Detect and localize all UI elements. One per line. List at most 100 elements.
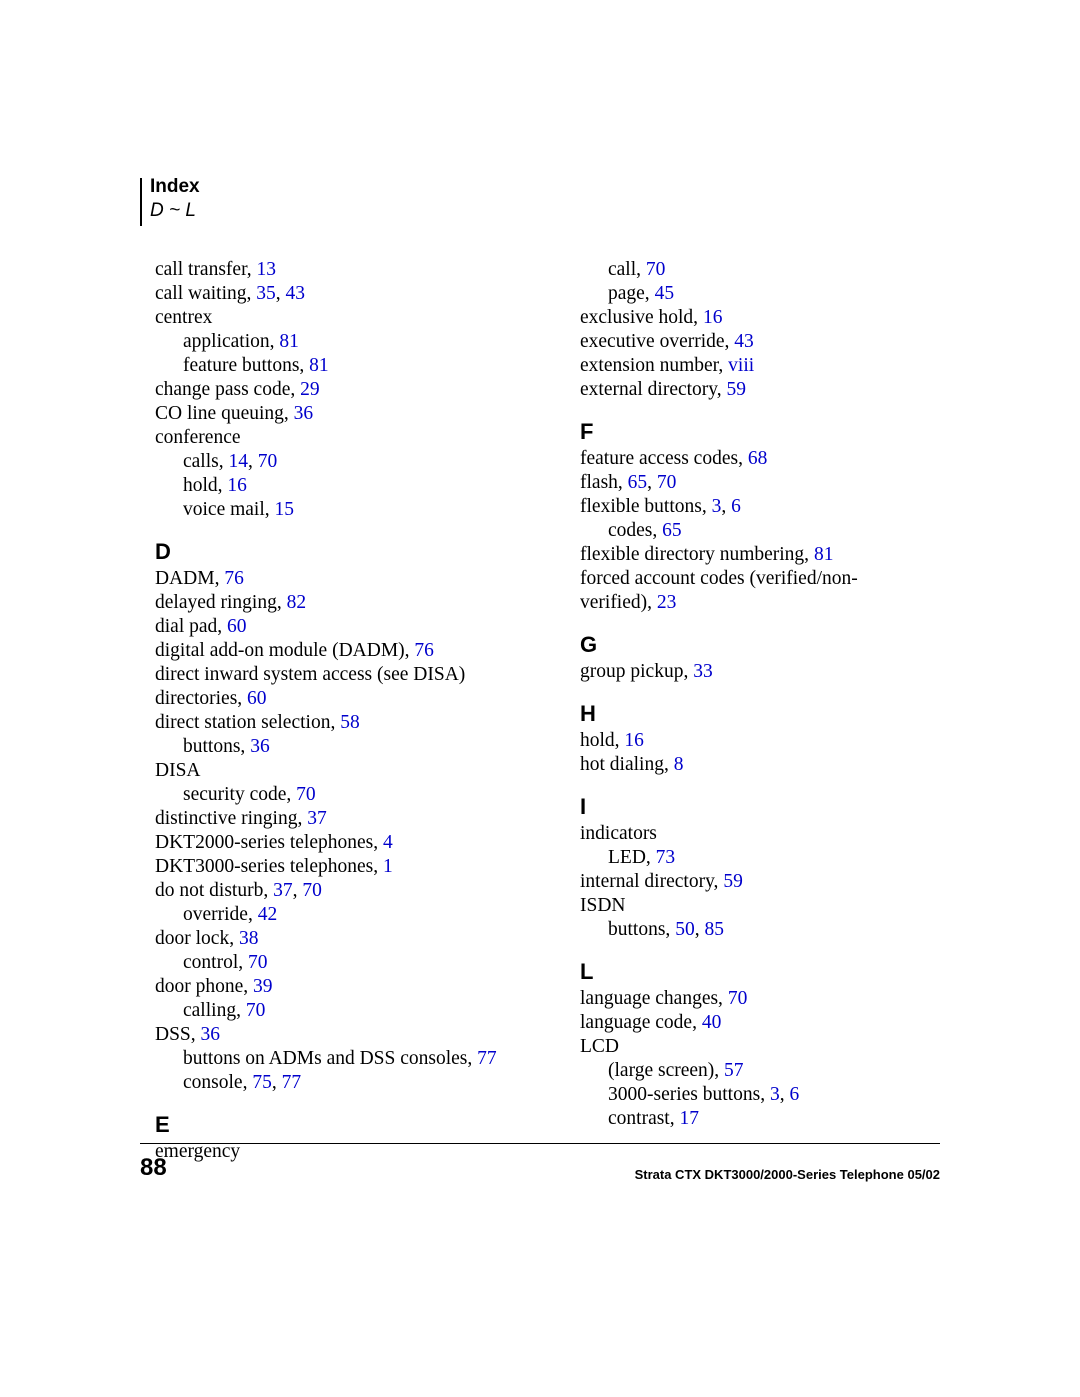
page-ref-link[interactable]: 65 — [628, 472, 648, 493]
page-ref-link[interactable]: 70 — [657, 472, 677, 493]
page-ref-link[interactable]: 6 — [731, 496, 741, 517]
page-ref-link[interactable]: 70 — [728, 988, 748, 1009]
index-text: group pickup, — [580, 661, 693, 682]
page-ref-link[interactable]: 43 — [734, 331, 754, 352]
page-ref-link[interactable]: 50 — [675, 919, 695, 940]
index-entry: application, 81 — [155, 330, 580, 354]
page-ref-link[interactable]: 39 — [253, 976, 273, 997]
index-text: application, — [183, 331, 279, 352]
page-ref-link[interactable]: 13 — [257, 259, 277, 280]
page-ref-link[interactable]: 75 — [252, 1072, 272, 1093]
page-ref-link[interactable]: 70 — [248, 952, 268, 973]
page-ref-link[interactable]: 15 — [275, 499, 295, 520]
header-vertical-rule — [140, 178, 142, 226]
page-ref-link[interactable]: 16 — [227, 475, 247, 496]
page-ref-link[interactable]: 35 — [256, 283, 276, 304]
page-ref-link[interactable]: 1 — [383, 856, 393, 877]
page-ref-link[interactable]: 43 — [286, 283, 306, 304]
page-ref-link[interactable]: 70 — [258, 451, 278, 472]
page-ref-link[interactable]: 77 — [477, 1048, 497, 1069]
page-ref-link[interactable]: 59 — [723, 871, 743, 892]
page-ref-link[interactable]: 77 — [282, 1072, 302, 1093]
index-entry: conference — [155, 426, 580, 450]
index-title: Index — [150, 176, 200, 199]
page-ref-link[interactable]: 3 — [770, 1084, 780, 1105]
index-text: page, — [608, 283, 655, 304]
page-ref-link[interactable]: 65 — [662, 520, 682, 541]
page-ref-link[interactable]: 59 — [727, 379, 747, 400]
page-ref-link[interactable]: 82 — [287, 592, 307, 613]
index-section-heading: I — [580, 793, 950, 820]
index-text: , — [276, 283, 286, 304]
page-ref-link[interactable]: 70 — [302, 880, 322, 901]
index-entry: buttons, 36 — [155, 735, 580, 759]
page-ref-link[interactable]: 23 — [657, 592, 677, 613]
index-entry: delayed ringing, 82 — [155, 591, 580, 615]
index-entry: DISA — [155, 759, 580, 783]
page-ref-link[interactable]: 76 — [224, 568, 244, 589]
index-entry: 3000-series buttons, 3, 6 — [580, 1083, 950, 1107]
page-ref-link[interactable]: 85 — [704, 919, 724, 940]
page-ref-link[interactable]: 36 — [201, 1024, 221, 1045]
page-ref-link[interactable]: 70 — [646, 259, 666, 280]
page-ref-link[interactable]: 45 — [655, 283, 675, 304]
page-ref-link[interactable]: 58 — [340, 712, 360, 733]
index-entry: (large screen), 57 — [580, 1059, 950, 1083]
index-entry: digital add-on module (DADM), 76 — [155, 639, 580, 663]
page-ref-link[interactable]: 81 — [814, 544, 834, 565]
page-ref-link[interactable]: viii — [728, 355, 754, 376]
index-text: flexible directory numbering, — [580, 544, 814, 565]
page-ref-link[interactable]: 16 — [624, 730, 644, 751]
page-ref-link[interactable]: 68 — [748, 448, 768, 469]
page-ref-link[interactable]: 6 — [789, 1084, 799, 1105]
page-ref-link[interactable]: 36 — [294, 403, 314, 424]
index-text: CO line queuing, — [155, 403, 294, 424]
index-entry: flash, 65, 70 — [580, 471, 950, 495]
index-entry: centrex — [155, 306, 580, 330]
index-entry: verified), 23 — [580, 591, 950, 615]
index-entry: door phone, 39 — [155, 975, 580, 999]
index-section-heading: L — [580, 958, 950, 985]
page-ref-link[interactable]: 37 — [307, 808, 327, 829]
index-columns: call transfer, 13call waiting, 35, 43cen… — [155, 258, 950, 1164]
index-text: internal directory, — [580, 871, 723, 892]
index-entry: internal directory, 59 — [580, 870, 950, 894]
page-ref-link[interactable]: 16 — [703, 307, 723, 328]
page-ref-link[interactable]: 73 — [656, 847, 676, 868]
page-ref-link[interactable]: 60 — [247, 688, 267, 709]
index-entry: direct inward system access (see DISA) — [155, 663, 580, 687]
page-ref-link[interactable]: 57 — [724, 1060, 744, 1081]
page-ref-link[interactable]: 29 — [300, 379, 320, 400]
index-text: indicators — [580, 823, 657, 844]
page-ref-link[interactable]: 3 — [712, 496, 722, 517]
page-ref-link[interactable]: 81 — [309, 355, 329, 376]
page-ref-link[interactable]: 33 — [693, 661, 713, 682]
page-ref-link[interactable]: 36 — [250, 736, 270, 757]
page-ref-link[interactable]: 60 — [227, 616, 247, 637]
page-ref-link[interactable]: 37 — [273, 880, 293, 901]
page-ref-link[interactable]: 38 — [239, 928, 259, 949]
index-text: (large screen), — [608, 1060, 724, 1081]
page-ref-link[interactable]: 42 — [258, 904, 278, 925]
index-text: executive override, — [580, 331, 734, 352]
page-ref-link[interactable]: 8 — [674, 754, 684, 775]
page-ref-link[interactable]: 4 — [383, 832, 393, 853]
index-text: buttons, — [183, 736, 250, 757]
page-ref-link[interactable]: 81 — [279, 331, 299, 352]
index-entry: call transfer, 13 — [155, 258, 580, 282]
index-entry: hold, 16 — [580, 729, 950, 753]
index-text: flexible buttons, — [580, 496, 712, 517]
index-text: do not disturb, — [155, 880, 273, 901]
index-column-left: call transfer, 13call waiting, 35, 43cen… — [155, 258, 580, 1164]
page-ref-link[interactable]: 14 — [228, 451, 248, 472]
index-text: calls, — [183, 451, 228, 472]
index-entry: LED, 73 — [580, 846, 950, 870]
page-ref-link[interactable]: 40 — [702, 1012, 722, 1033]
index-entry: dial pad, 60 — [155, 615, 580, 639]
page-ref-link[interactable]: 76 — [414, 640, 434, 661]
page-ref-link[interactable]: 70 — [246, 1000, 266, 1021]
index-entry: DKT3000-series telephones, 1 — [155, 855, 580, 879]
page-ref-link[interactable]: 70 — [296, 784, 316, 805]
page-ref-link[interactable]: 17 — [679, 1108, 699, 1129]
index-entry: do not disturb, 37, 70 — [155, 879, 580, 903]
